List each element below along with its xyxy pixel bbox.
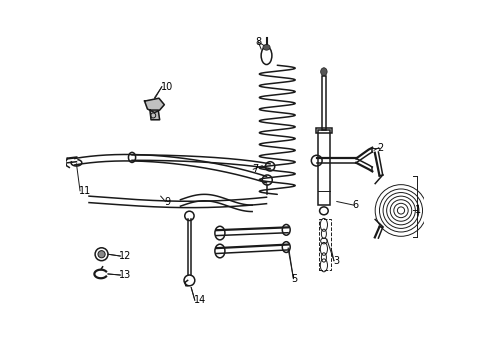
Text: 2: 2 xyxy=(378,143,384,153)
Text: 5: 5 xyxy=(292,274,298,284)
Text: 1: 1 xyxy=(416,206,421,216)
Text: 10: 10 xyxy=(161,82,173,92)
Bar xyxy=(322,76,326,130)
Text: 11: 11 xyxy=(79,186,92,196)
Polygon shape xyxy=(145,98,164,113)
Text: 9: 9 xyxy=(164,197,171,207)
Polygon shape xyxy=(150,110,160,120)
Text: 12: 12 xyxy=(119,251,131,261)
Bar xyxy=(318,220,331,270)
Bar xyxy=(316,128,332,134)
Bar xyxy=(318,130,330,205)
Ellipse shape xyxy=(263,44,270,50)
Text: 8: 8 xyxy=(256,37,262,47)
Text: 7: 7 xyxy=(252,164,258,174)
Text: 14: 14 xyxy=(194,295,206,305)
Text: 3: 3 xyxy=(333,256,339,266)
Ellipse shape xyxy=(320,68,327,76)
Text: 13: 13 xyxy=(119,270,131,280)
Circle shape xyxy=(98,251,105,258)
Text: 6: 6 xyxy=(353,200,359,210)
